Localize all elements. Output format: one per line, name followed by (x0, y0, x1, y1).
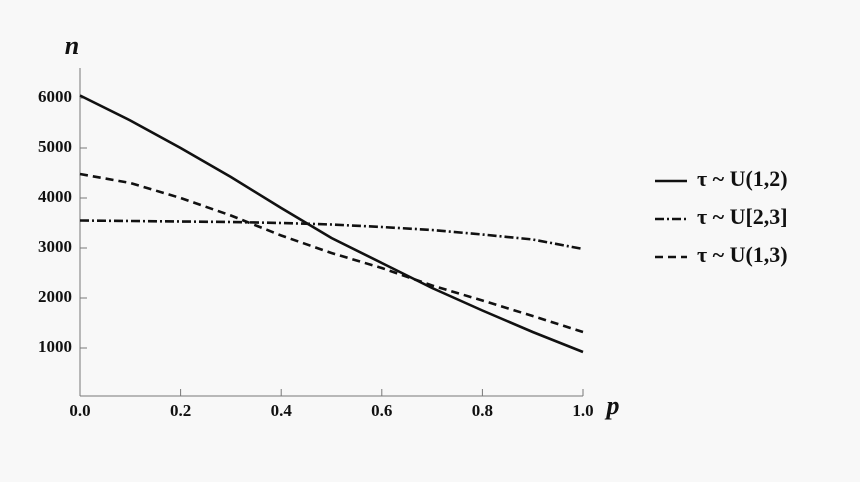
y-tick-label: 2000 (38, 287, 72, 306)
y-tick-label: 5000 (38, 137, 72, 156)
x-tick-label: 0.0 (69, 401, 90, 420)
series-line (79, 94, 584, 354)
y-tick-label: 4000 (38, 187, 72, 206)
legend-label: τ ~ U[2,3] (697, 204, 788, 229)
legend-label: τ ~ U(1,3) (697, 242, 788, 267)
legend-label: τ ~ U(1,2) (697, 166, 788, 191)
series-line (79, 219, 584, 251)
x-tick-label: 0.2 (170, 401, 191, 420)
y-tick-label: 6000 (38, 87, 72, 106)
y-tick-label: 3000 (38, 237, 72, 256)
x-tick-label: 0.6 (371, 401, 392, 420)
y-axis-title: n (65, 31, 79, 60)
y-tick-label: 1000 (38, 337, 72, 356)
series-line (79, 172, 584, 334)
x-tick-label: 1.0 (572, 401, 593, 420)
x-axis-title: p (605, 391, 620, 420)
x-tick-label: 0.8 (472, 401, 493, 420)
x-tick-label: 0.4 (271, 401, 293, 420)
